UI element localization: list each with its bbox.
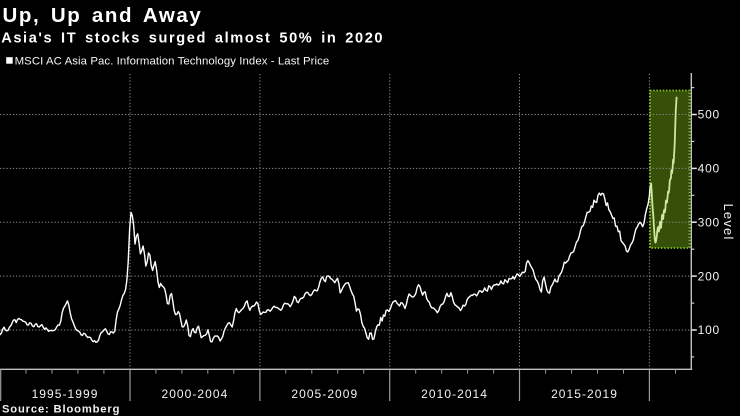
svg-text:Source: Bloomberg: Source: Bloomberg: [2, 404, 120, 416]
svg-text:100: 100: [698, 323, 720, 337]
svg-text:300: 300: [698, 215, 720, 229]
svg-text:Asia's IT stocks surged almost: Asia's IT stocks surged almost 50% in 20…: [1, 30, 384, 46]
svg-text:1995-1999: 1995-1999: [32, 387, 99, 401]
svg-text:400: 400: [698, 162, 720, 176]
svg-text:2005-2009: 2005-2009: [291, 387, 358, 401]
svg-text:MSCI AC Asia Pac. Information: MSCI AC Asia Pac. Information Technology…: [15, 55, 330, 67]
svg-text:2000-2004: 2000-2004: [161, 387, 228, 401]
svg-text:200: 200: [698, 269, 720, 283]
svg-text:Up, Up and Away: Up, Up and Away: [3, 4, 203, 27]
svg-text:2015-2019: 2015-2019: [551, 387, 618, 401]
svg-text:Level: Level: [721, 203, 736, 240]
svg-text:500: 500: [698, 108, 720, 122]
svg-text:2010-2014: 2010-2014: [421, 387, 488, 401]
